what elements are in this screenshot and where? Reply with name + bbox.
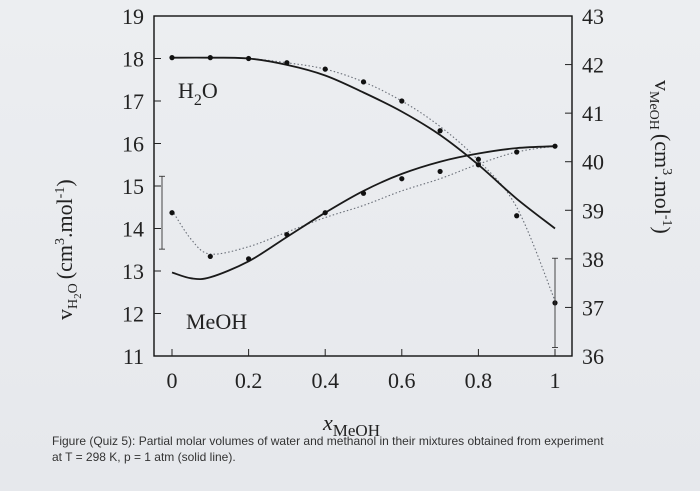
series-meoh-dotted-line bbox=[171, 145, 556, 255]
x-tick-label: 0.8 bbox=[465, 368, 493, 393]
series-meoh-point bbox=[207, 253, 213, 260]
series-meoh-point bbox=[475, 156, 481, 162]
series-meoh-point bbox=[246, 256, 252, 262]
x-tick-label: 0 bbox=[167, 368, 178, 393]
series-h2o-point bbox=[207, 55, 213, 61]
series-meoh-solid-line bbox=[171, 145, 556, 281]
x-tick-label: 1 bbox=[550, 368, 561, 393]
series-h2o-point bbox=[246, 55, 252, 62]
series-h2o-solid-line bbox=[171, 56, 556, 230]
y-axis-right-label: vMeOH(cm3.mol-1) bbox=[646, 80, 675, 234]
series-meoh-point bbox=[552, 143, 558, 149]
series-h2o-point bbox=[437, 128, 443, 134]
y-left-tick-label: 15 bbox=[122, 174, 144, 199]
series-meoh-point bbox=[322, 210, 328, 216]
annotation-water: H2O bbox=[178, 78, 218, 109]
y-axis-left-label: vH2O(cm3.mol-1) bbox=[52, 179, 84, 320]
points-layer bbox=[159, 55, 558, 348]
series-meoh-point bbox=[437, 168, 443, 175]
ticks-layer: 11 12 13 14 15 16 17 18 19 36 37 38 39 40 41 42 43 0 0.2 0.… bbox=[122, 4, 604, 393]
y-left-tick-label: 17 bbox=[122, 89, 144, 114]
series-h2o-point bbox=[360, 79, 367, 85]
series-meoh-point bbox=[514, 149, 520, 155]
y-right-tick-label: 40 bbox=[582, 150, 604, 175]
series-h2o-point bbox=[514, 213, 520, 219]
y-left-tick-label: 16 bbox=[122, 132, 144, 157]
series-meoh-point bbox=[399, 176, 405, 182]
series-meoh-point bbox=[284, 231, 290, 238]
series-meoh-point bbox=[360, 190, 367, 196]
series-h2o-point bbox=[284, 60, 290, 66]
figure-caption: Figure (Quiz 5): Partial molar volumes o… bbox=[52, 434, 604, 464]
curves-layer bbox=[171, 56, 556, 302]
y-left-tick-label: 12 bbox=[122, 302, 144, 327]
series-meoh-point bbox=[169, 210, 175, 216]
y-right-tick-label: 36 bbox=[582, 344, 604, 369]
y-right-tick-label: 39 bbox=[582, 198, 604, 223]
y-left-tick-label: 18 bbox=[122, 47, 144, 72]
y-left-tick-label: 14 bbox=[122, 217, 144, 242]
series-h2o-point bbox=[322, 66, 328, 72]
y-left-tick-label: 13 bbox=[122, 259, 144, 284]
x-tick-label: 0.6 bbox=[388, 368, 416, 393]
x-axis-label: xMeOH bbox=[322, 410, 380, 440]
series-h2o-point bbox=[475, 162, 481, 168]
y-left-tick-label: 19 bbox=[122, 4, 144, 29]
x-tick-label: 0.4 bbox=[311, 368, 339, 393]
x-tick-label: 0.2 bbox=[235, 368, 263, 393]
y-right-tick-label: 42 bbox=[582, 53, 604, 78]
series-h2o-point bbox=[169, 55, 175, 61]
y-left-tick-label: 11 bbox=[123, 344, 144, 369]
series-h2o-point bbox=[399, 98, 405, 104]
y-right-tick-label: 43 bbox=[582, 4, 604, 29]
y-right-tick-label: 41 bbox=[582, 101, 604, 126]
y-right-tick-label: 38 bbox=[582, 247, 604, 272]
y-right-tick-label: 37 bbox=[582, 295, 604, 320]
annotation-methanol: MeOH bbox=[186, 309, 247, 334]
